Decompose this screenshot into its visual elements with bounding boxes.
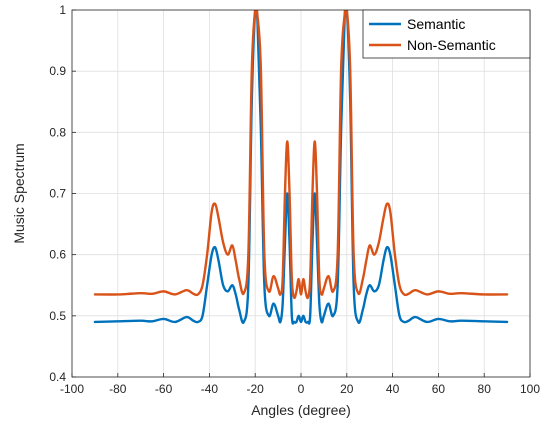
y-tick-label: 0.5 xyxy=(49,309,66,323)
x-tick-label: 80 xyxy=(478,382,492,396)
x-tick-label: -40 xyxy=(201,382,219,396)
series-line-semantic xyxy=(93,10,509,325)
y-tick-label: 0.6 xyxy=(49,248,66,262)
x-tick-label: -60 xyxy=(155,382,173,396)
y-tick-label: 0.7 xyxy=(49,187,66,201)
x-tick-label: 100 xyxy=(520,382,540,396)
x-axis-ticks: -100 -80 -60 -40 -20 0 20 40 60 80 100 xyxy=(60,373,540,396)
y-axis-label: Music Spectrum xyxy=(11,143,27,243)
x-axis-label: Angles (degree) xyxy=(251,402,351,418)
legend: Semantic Non-Semantic xyxy=(362,9,531,59)
y-axis-ticks: 0.4 0.5 0.6 0.7 0.8 0.9 1 xyxy=(49,3,76,384)
x-tick-label: 0 xyxy=(298,382,305,396)
x-tick-label: 60 xyxy=(432,382,446,396)
x-tick-label: -20 xyxy=(247,382,265,396)
y-tick-label: 0.9 xyxy=(49,64,66,78)
x-tick-label: 20 xyxy=(340,382,354,396)
series-layer xyxy=(93,10,509,325)
x-tick-label: -80 xyxy=(109,382,127,396)
y-tick-label: 1 xyxy=(59,3,66,17)
series-line-non-semantic xyxy=(93,10,509,300)
x-tick-label: 40 xyxy=(386,382,400,396)
y-tick-label: 0.4 xyxy=(49,370,66,384)
legend-label-semantic: Semantic xyxy=(407,16,465,32)
y-tick-label: 0.8 xyxy=(49,125,66,139)
legend-label-non-semantic: Non-Semantic xyxy=(407,37,496,53)
x-tick-label: -100 xyxy=(60,382,84,396)
legend-box xyxy=(362,9,531,59)
